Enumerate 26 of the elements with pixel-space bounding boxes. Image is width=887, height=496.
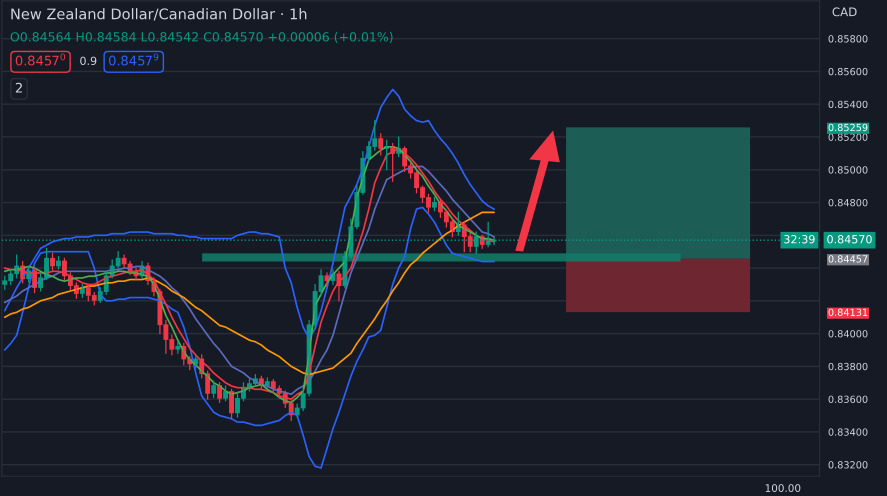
text: O0.84564 H0.84584 L0.84542 C0.84570 +0.00006 (+0.01%): [10, 32, 393, 44]
line-series: [4, 212, 495, 376]
ref-line-label: 0.84570: [827, 235, 872, 244]
y-tick-label: 0.84457: [828, 255, 868, 263]
y-tick-label: 0.84800: [828, 199, 868, 206]
y-tick-label: 0.83600: [828, 396, 868, 403]
text: 32:39: [784, 235, 815, 244]
annotation: 0.8457$^{0}$: [16, 53, 66, 66]
chart-title: New Zealand Dollar/Canadian Dollar · 1h: [11, 8, 306, 21]
y-tick-label: 0.84131: [828, 308, 868, 316]
y-tick-label: 0.85600: [828, 68, 868, 76]
y-tick-label: 0.83800: [828, 362, 868, 370]
y-tick-label: 0.85400: [828, 100, 868, 108]
candlestick: [56, 256, 61, 270]
y-tick-label: 0.84000: [828, 330, 868, 338]
text: 100.00: [766, 484, 800, 492]
y-tick-label: 0.83200: [828, 461, 868, 469]
y-tick-label: 0.83400: [828, 428, 868, 436]
y-tick-label: 0.85800: [828, 35, 868, 43]
annotation: 0.9: [80, 56, 96, 66]
y-tick-label: 0.85200: [828, 133, 868, 141]
annotation: 0.8457$^{9}$: [108, 53, 158, 66]
annotation: 2: [16, 82, 22, 93]
y-tick-label: 0.85259: [828, 124, 868, 132]
text: CAD: [832, 7, 857, 16]
y-tick-label: 0.85000: [828, 166, 868, 174]
